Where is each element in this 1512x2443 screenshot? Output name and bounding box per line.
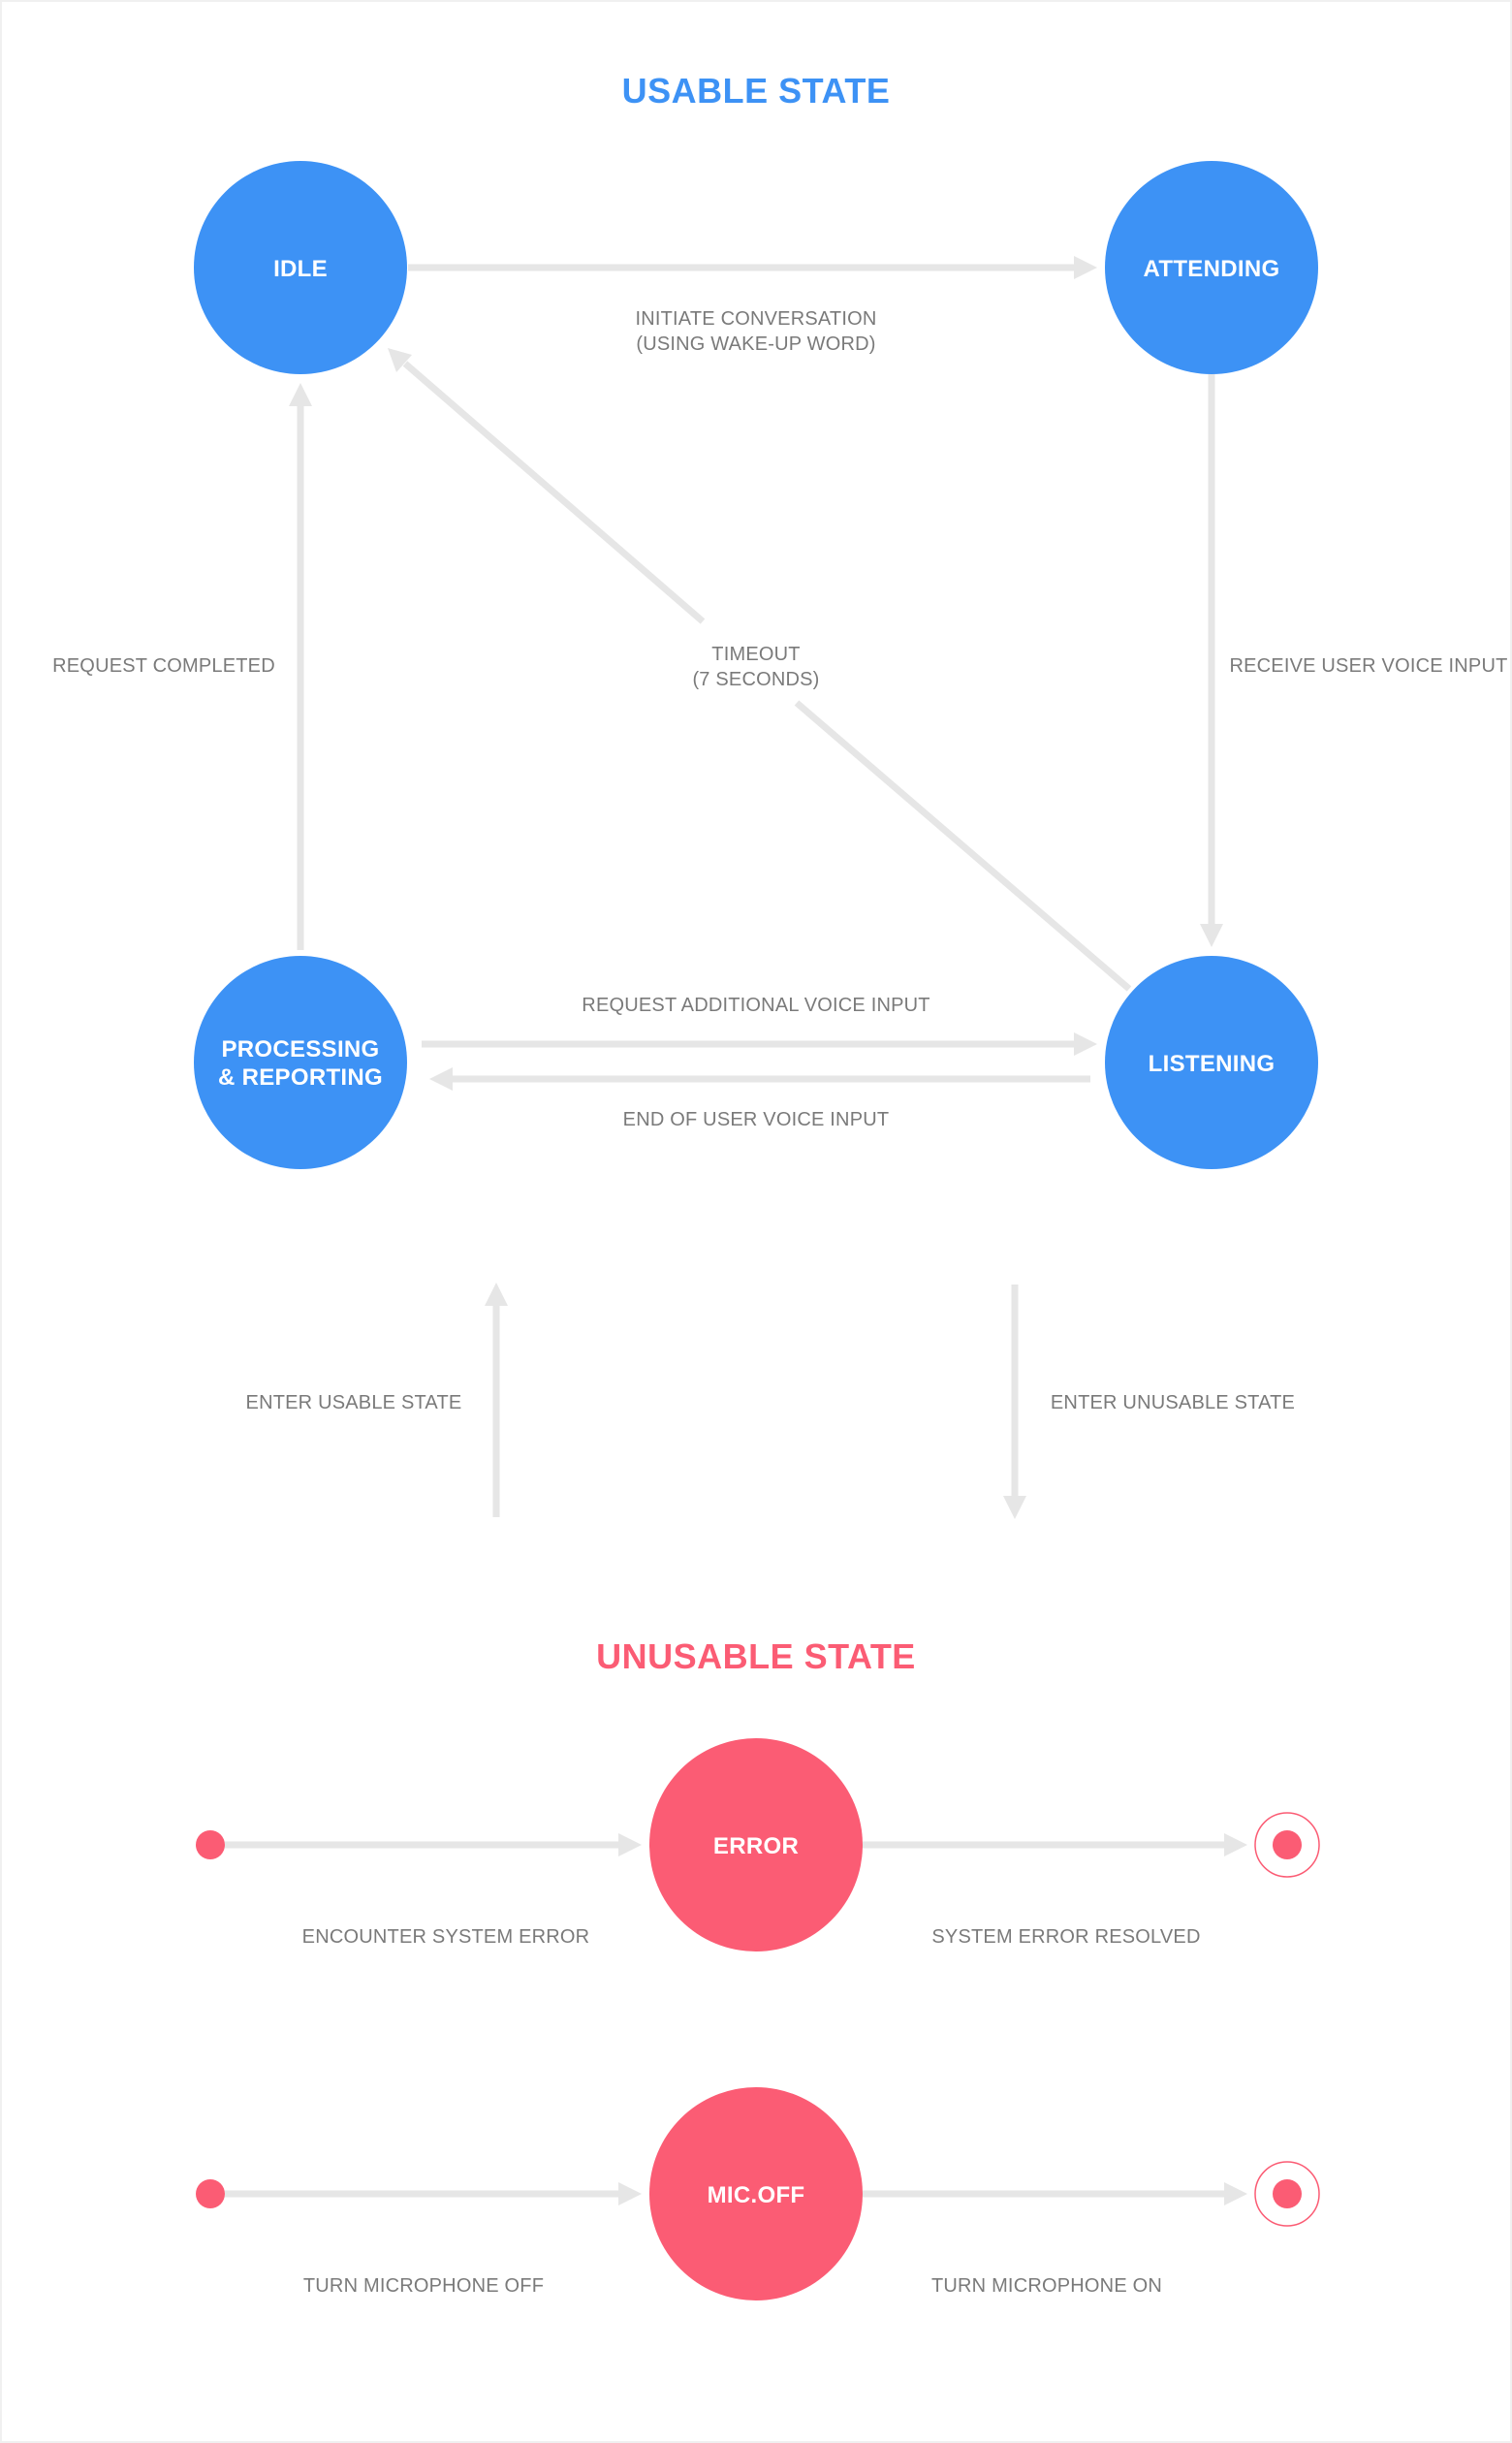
node-label-mic-off: MIC.OFF xyxy=(708,2182,805,2208)
start-point-error xyxy=(196,1830,225,1859)
node-processing-reporting: PROCESSING & REPORTING xyxy=(194,956,407,1169)
edge-label-error-resolved: SYSTEM ERROR RESOLVED xyxy=(931,1926,1200,1948)
edge-label-receive-voice: RECEIVE USER VOICE INPUT xyxy=(1229,655,1507,677)
edge-initiate-conversation xyxy=(408,256,1097,279)
usable-state-title: USABLE STATE xyxy=(622,71,891,111)
node-label-processing-2: & REPORTING xyxy=(218,1064,383,1091)
edge-enter-usable-state xyxy=(485,1283,508,1517)
node-idle: IDLE xyxy=(194,161,407,374)
edge-label-encounter-error: ENCOUNTER SYSTEM ERROR xyxy=(302,1926,590,1948)
edge-turn-microphone-on xyxy=(863,2182,1247,2205)
edge-label-enter-usable: ENTER USABLE STATE xyxy=(246,1392,462,1413)
edge-label-initiate-2: (USING WAKE-UP WORD) xyxy=(636,333,875,355)
edge-system-error-resolved xyxy=(863,1833,1247,1856)
edge-label-turn-mic-off: TURN MICROPHONE OFF xyxy=(303,2275,544,2297)
edge-enter-unusable-state xyxy=(1003,1285,1026,1519)
edge-request-additional-input xyxy=(422,1032,1097,1056)
edge-end-of-voice-input xyxy=(429,1067,1090,1091)
node-label-idle: IDLE xyxy=(273,256,328,282)
node-attending: ATTENDING xyxy=(1105,161,1318,374)
edge-label-timeout-2: (7 SECONDS) xyxy=(692,669,819,690)
node-label-processing-1: PROCESSING xyxy=(221,1036,379,1063)
node-label-listening: LISTENING xyxy=(1149,1051,1276,1077)
edge-label-initiate-1: INITIATE CONVERSATION xyxy=(635,308,876,330)
end-point-mic xyxy=(1254,2161,1320,2227)
edge-label-timeout-1: TIMEOUT xyxy=(711,644,800,665)
edge-receive-voice-input xyxy=(1200,374,1223,947)
end-point-error xyxy=(1254,1812,1320,1878)
unusable-state-title: UNUSABLE STATE xyxy=(596,1636,916,1676)
node-listening: LISTENING xyxy=(1105,956,1318,1169)
edge-label-turn-mic-on: TURN MICROPHONE ON xyxy=(931,2275,1162,2297)
node-mic-off: MIC.OFF xyxy=(649,2087,863,2300)
start-point-mic xyxy=(196,2179,225,2208)
node-label-error: ERROR xyxy=(713,1833,799,1859)
edge-label-end-of-voice: END OF USER VOICE INPUT xyxy=(623,1109,890,1130)
node-label-attending: ATTENDING xyxy=(1144,256,1280,282)
edge-label-request-additional: REQUEST ADDITIONAL VOICE INPUT xyxy=(582,995,929,1016)
edge-timeout xyxy=(388,348,1132,992)
edge-label-enter-unusable: ENTER UNUSABLE STATE xyxy=(1051,1392,1295,1413)
edge-request-completed xyxy=(289,383,312,950)
edge-turn-microphone-off xyxy=(225,2182,642,2205)
node-error: ERROR xyxy=(649,1738,863,1951)
edge-encounter-system-error xyxy=(225,1833,642,1856)
edge-label-request-completed: REQUEST COMPLETED xyxy=(52,655,275,677)
